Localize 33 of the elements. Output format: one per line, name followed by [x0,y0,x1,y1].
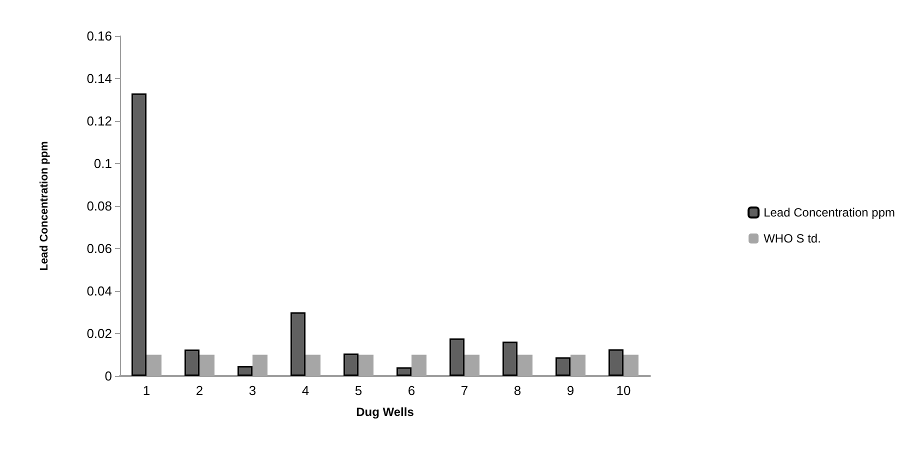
y-tick-label: 0 [104,368,112,384]
bar [450,338,464,376]
bar [238,366,252,376]
bar [184,349,200,376]
x-tick-label: 4 [302,383,310,398]
x-tick-label: 6 [408,383,416,398]
x-tick-label: 3 [248,383,256,398]
x-tick-label: 9 [566,383,574,398]
y-tick-label: 0.04 [86,284,112,298]
x-tick-label: 7 [460,383,468,398]
y-tick-label: 0.06 [86,241,112,256]
x-tick-label: 10 [616,383,631,398]
y-axis-title: Lead Concentration ppm [38,141,50,271]
bar [396,367,412,376]
x-axis-title: Dug Wells [356,405,414,419]
bar [290,312,306,376]
y-tick-label: 0.02 [86,326,112,341]
y-tick-label: 0.1 [94,156,112,171]
bar [556,357,570,376]
x-tick-label: 5 [354,383,362,398]
bar [608,349,624,376]
x-tick-label: 2 [196,383,204,398]
bar [132,93,146,376]
bar [344,353,358,376]
y-tick-label: 0.16 [86,28,112,44]
legend-label: Lead Concentration ppm [764,206,896,220]
y-tick-label: 0.14 [86,71,112,86]
y-tick-label: 0.08 [86,198,112,214]
x-tick-label: 1 [142,383,150,398]
bar [502,342,518,376]
x-tick-label: 8 [514,383,522,398]
legend-label: WHO S td. [764,232,821,246]
y-tick-label: 0.12 [86,114,112,128]
